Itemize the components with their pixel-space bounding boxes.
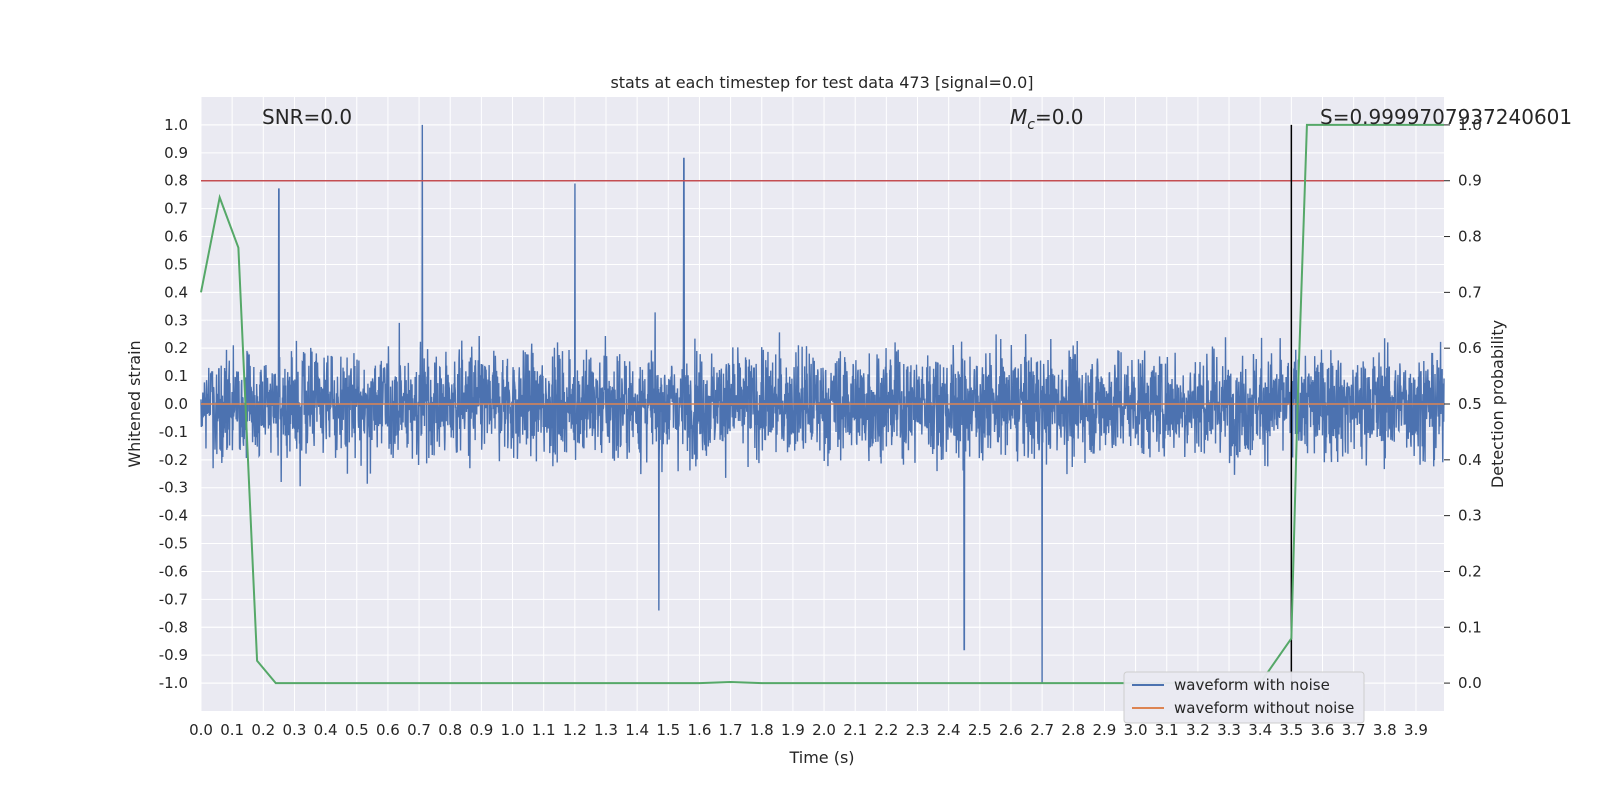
x-tick-label: 2.3 <box>906 721 930 739</box>
y-tick-label: -0.5 <box>159 535 188 553</box>
x-tick-label: 2.4 <box>937 721 961 739</box>
x-tick-label: 2.1 <box>843 721 867 739</box>
x-tick-label: 3.5 <box>1279 721 1303 739</box>
x-tick-label: 0.5 <box>345 721 369 739</box>
x-axis-label: Time (s) <box>788 748 854 767</box>
y-tick-label: 0.8 <box>164 172 188 190</box>
x-tick-label: 0.8 <box>438 721 462 739</box>
plot-content <box>200 123 1445 685</box>
y2-tick-label: 0.8 <box>1458 228 1482 246</box>
x-tick-label: 1.7 <box>719 721 743 739</box>
x-tick-label: 1.2 <box>563 721 587 739</box>
x-tick-label: 3.3 <box>1217 721 1241 739</box>
x-tick-label: 2.0 <box>812 721 836 739</box>
y-tick-label: -0.7 <box>159 590 188 608</box>
mc-value: =0.0 <box>1035 105 1084 129</box>
y2-tick-label: 0.4 <box>1458 451 1482 469</box>
y2-tick-label: 0.9 <box>1458 172 1482 190</box>
snr-annotation: SNR=0.0 <box>262 105 352 129</box>
x-tick-label: 1.1 <box>532 721 556 739</box>
y-tick-label: -0.6 <box>159 562 188 580</box>
x-tick-label: 2.6 <box>999 721 1023 739</box>
y2-tick-label: 0.5 <box>1458 395 1482 413</box>
x-tick-label: 0.3 <box>283 721 307 739</box>
x-tick-label: 0.1 <box>220 721 244 739</box>
y-tick-label: 0.7 <box>164 200 188 218</box>
x-tick-label: 1.3 <box>594 721 618 739</box>
x-axis-ticks: 0.0 0.1 0.2 0.3 0.4 0.5 0.6 0.7 0.8 0.9 1.0 1.1 1.2 1… <box>189 721 1428 739</box>
x-tick-label: 1.5 <box>656 721 680 739</box>
x-tick-label: 0.6 <box>376 721 400 739</box>
x-tick-label: 3.0 <box>1124 721 1148 739</box>
y-tick-label: -0.1 <box>159 423 188 441</box>
y-tick-label: 0.9 <box>164 144 188 162</box>
x-tick-label: 1.4 <box>625 721 649 739</box>
x-tick-label: 2.9 <box>1093 721 1117 739</box>
x-tick-label: 0.9 <box>469 721 493 739</box>
y-tick-label: 0.2 <box>164 339 188 357</box>
y-axis-label: Whitened strain <box>125 340 144 467</box>
legend-label-noise: waveform with noise <box>1174 676 1330 694</box>
y-tick-label: -0.3 <box>159 479 188 497</box>
y-tick-label: 0.6 <box>164 228 188 246</box>
y-tick-label: 0.4 <box>164 283 188 301</box>
x-tick-label: 0.2 <box>251 721 275 739</box>
x-tick-label: 1.8 <box>750 721 774 739</box>
y-tick-label: -0.4 <box>159 507 188 525</box>
x-tick-label: 3.8 <box>1373 721 1397 739</box>
x-tick-label: 2.5 <box>968 721 992 739</box>
x-tick-label: 0.7 <box>407 721 431 739</box>
y-tick-label: -0.8 <box>159 618 188 636</box>
y2-axis-label: Detection probability <box>1488 320 1507 488</box>
x-tick-label: 3.7 <box>1342 721 1366 739</box>
y-tick-label: -1.0 <box>159 674 188 692</box>
y-tick-label: -0.9 <box>159 646 188 664</box>
s-annotation: S=0.9999707937240601 <box>1320 105 1572 129</box>
x-tick-label: 2.7 <box>1030 721 1054 739</box>
x-tick-label: 2.2 <box>874 721 898 739</box>
y2-tick-label: 0.6 <box>1458 339 1482 357</box>
y-tick-label: 1.0 <box>164 116 188 134</box>
y2-tick-label: 1.0 <box>1458 116 1482 134</box>
series-detection-probability <box>200 123 1444 685</box>
x-tick-label: 3.1 <box>1155 721 1179 739</box>
x-tick-label: 3.6 <box>1311 721 1335 739</box>
y2-tick-label: 0.7 <box>1458 283 1482 301</box>
y-tick-label: -0.2 <box>159 451 188 469</box>
x-tick-label: 3.4 <box>1248 721 1272 739</box>
y-tick-label: 0.0 <box>164 395 188 413</box>
chart-title: stats at each timestep for test data 473… <box>610 73 1033 92</box>
y-axis-ticks: 1.0 0.9 0.8 0.7 0.6 0.5 0.4 0.3 0.2 0.1 0.0 -0.1 -0.… <box>159 116 188 692</box>
x-tick-label: 0.0 <box>189 721 213 739</box>
legend: waveform with noise waveform without noi… <box>1123 671 1365 724</box>
x-tick-label: 1.6 <box>688 721 712 739</box>
y2-tick-label: 0.3 <box>1458 507 1482 525</box>
mc-symbol: M <box>1010 105 1027 129</box>
x-tick-label: 2.8 <box>1061 721 1085 739</box>
y-tick-label: 0.3 <box>164 311 188 329</box>
mc-annotation: Mc=0.0 <box>1010 105 1084 133</box>
legend-label-clean: waveform without noise <box>1174 699 1354 717</box>
x-tick-label: 1.9 <box>781 721 805 739</box>
x-tick-label: 0.4 <box>314 721 338 739</box>
mc-subscript: c <box>1027 117 1035 133</box>
y-tick-label: 0.5 <box>164 255 188 273</box>
y2-tick-label: 0.1 <box>1458 618 1482 636</box>
y2-axis-ticks: 1.0 0.9 0.8 0.7 0.6 0.5 0.4 0.3 0.2 0.1 0.0 <box>1444 116 1482 692</box>
y-tick-label: 0.1 <box>164 367 188 385</box>
x-tick-label: 3.9 <box>1404 721 1428 739</box>
x-tick-label: 3.2 <box>1186 721 1210 739</box>
legend-box <box>1123 671 1365 724</box>
y2-tick-label: 0.0 <box>1458 674 1482 692</box>
x-tick-label: 1.0 <box>501 721 525 739</box>
y2-tick-label: 0.2 <box>1458 562 1482 580</box>
